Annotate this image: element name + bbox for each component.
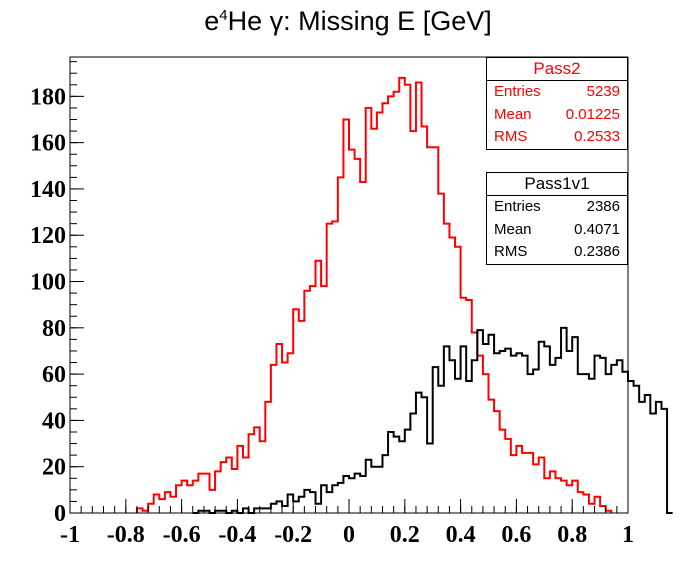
stats-box-title: Pass1v1 (487, 173, 627, 196)
y-tick-label: 60 (42, 362, 66, 388)
x-tick-label: -0.4 (218, 522, 256, 548)
series-layer (135, 76, 673, 514)
x-tick-label: -0.6 (163, 522, 201, 548)
stats-value: 0.2533 (574, 128, 620, 145)
stats-box-pass1v1: Pass1v1 Entries 2386 Mean 0.4071 RMS 0.2386 (486, 172, 628, 265)
stats-box-title: Pass2 (487, 58, 627, 81)
stats-label: Entries (494, 83, 541, 100)
stats-label: Mean (494, 105, 532, 123)
y-tick-label: 180 (30, 84, 66, 110)
stats-label: Mean (494, 220, 532, 238)
histogram-series-0 (135, 76, 613, 513)
x-tick-label: 0.8 (557, 522, 587, 548)
x-tick-label: 0.2 (390, 522, 420, 548)
stats-label: RMS (494, 128, 528, 145)
x-tick-label: -0.2 (274, 522, 312, 548)
stats-value: 0.4071 (574, 220, 620, 238)
x-tick-label: 0 (343, 522, 355, 548)
stats-label: Entries (494, 198, 541, 215)
y-tick-label: 140 (30, 177, 66, 203)
stats-value: 5239 (586, 83, 620, 100)
y-tick-label: 120 (30, 223, 66, 249)
stats-row-entries: Entries 5239 (487, 81, 627, 104)
title-prefix: e (204, 6, 220, 36)
stats-row-entries: Entries 2386 (487, 196, 627, 219)
x-tick-label: 0.4 (446, 522, 476, 548)
stats-value: 0.01225 (565, 105, 620, 123)
y-tick-label: 0 (54, 501, 66, 527)
x-tick-label: 1 (622, 522, 634, 548)
title-superscript: 4 (219, 7, 228, 24)
y-tick-label: 100 (30, 270, 66, 296)
stats-row-rms: RMS 0.2386 (487, 241, 627, 264)
axis-layer: -1 -0.8 -0.6 -0.4 -0.2 0 0.2 0.4 0.6 0.8 1 0 20 40 60 8… (30, 61, 634, 548)
y-tick-label: 20 (42, 455, 66, 481)
stats-row-rms: RMS 0.2533 (487, 126, 627, 149)
stats-row-mean: Mean 0.01225 (487, 104, 627, 127)
stats-value: 2386 (586, 198, 620, 215)
y-tick-label: 80 (42, 316, 66, 342)
stats-row-mean: Mean 0.4071 (487, 219, 627, 242)
y-tick-label: 160 (30, 131, 66, 157)
y-tick-label: 40 (42, 408, 66, 434)
stats-value: 0.2386 (574, 243, 620, 260)
stats-label: RMS (494, 243, 528, 260)
title-rest: He γ: Missing E [GeV] (227, 6, 492, 36)
plot-title: e4He γ: Missing E [GeV] (0, 6, 696, 37)
histogram-series-1 (192, 326, 673, 514)
stats-box-pass2: Pass2 Entries 5239 Mean 0.01225 RMS 0.2533 (486, 57, 628, 150)
x-tick-label: -0.8 (107, 522, 145, 548)
x-tick-label: 0.6 (501, 522, 531, 548)
x-tick-label: -1 (60, 522, 80, 548)
